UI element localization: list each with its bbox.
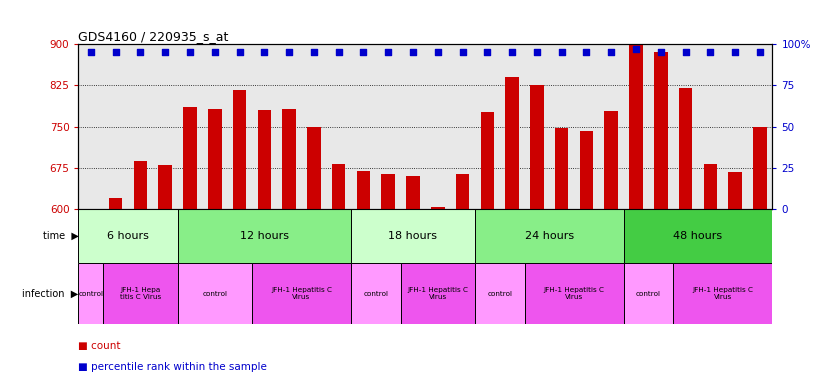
Bar [475,209,624,263]
Point [506,49,519,55]
Bar [729,172,742,209]
Bar [431,207,444,209]
Text: control: control [487,291,512,297]
Point [183,49,197,55]
Point [258,49,271,55]
Bar [351,209,475,263]
Text: 24 hours: 24 hours [525,231,574,241]
Bar [555,128,568,209]
Bar [673,263,772,324]
Bar [252,263,351,324]
Text: control: control [78,291,103,297]
Text: JFH-1 Hepatitis C
Virus: JFH-1 Hepatitis C Virus [692,287,753,300]
Bar [183,108,197,209]
Bar [401,263,475,324]
Point [605,49,618,55]
Bar [78,263,103,324]
Bar [178,209,351,263]
Point [84,49,97,55]
Point [431,49,444,55]
Bar [456,174,469,209]
Point [679,49,692,55]
Bar [307,127,320,209]
Point [357,49,370,55]
Bar [605,111,618,209]
Bar [525,263,624,324]
Text: 6 hours: 6 hours [107,231,149,241]
Text: 12 hours: 12 hours [240,231,289,241]
Point [109,49,122,55]
Point [456,49,469,55]
Bar [78,209,178,263]
Point [753,49,767,55]
Point [530,49,544,55]
Text: 48 hours: 48 hours [673,231,723,241]
Bar [580,131,593,209]
Point [729,49,742,55]
Text: control: control [636,291,661,297]
Bar [530,85,544,209]
Bar [475,263,525,324]
Point [208,49,221,55]
Text: control: control [363,291,388,297]
Point [332,49,345,55]
Bar [208,109,221,209]
Bar [351,263,401,324]
Bar [624,263,673,324]
Bar [233,90,246,209]
Point [233,49,246,55]
Point [282,49,296,55]
Point [580,49,593,55]
Text: ■ count: ■ count [78,341,121,351]
Bar [159,165,172,209]
Bar [753,127,767,209]
Point [555,49,568,55]
Bar [103,263,178,324]
Text: 18 hours: 18 hours [388,231,438,241]
Bar [629,45,643,209]
Text: GDS4160 / 220935_s_at: GDS4160 / 220935_s_at [78,30,229,43]
Text: time  ▶: time ▶ [43,231,78,241]
Bar [178,263,252,324]
Bar [704,164,717,209]
Bar [332,164,345,209]
Text: JFH-1 Hepa
titis C Virus: JFH-1 Hepa titis C Virus [120,287,161,300]
Text: JFH-1 Hepatitis C
Virus: JFH-1 Hepatitis C Virus [407,287,468,300]
Bar [357,171,370,209]
Point [629,46,643,52]
Point [382,49,395,55]
Bar [282,109,296,209]
Text: JFH-1 Hepatitis C
Virus: JFH-1 Hepatitis C Virus [271,287,332,300]
Point [704,49,717,55]
Bar [406,176,420,209]
Text: JFH-1 Hepatitis C
Virus: JFH-1 Hepatitis C Virus [544,287,605,300]
Point [159,49,172,55]
Bar [382,174,395,209]
Bar [654,52,667,209]
Bar [481,112,494,209]
Point [406,49,420,55]
Point [481,49,494,55]
Bar [506,77,519,209]
Point [654,49,667,55]
Bar [134,161,147,209]
Point [134,49,147,55]
Text: control: control [202,291,227,297]
Bar [624,209,772,263]
Bar [109,198,122,209]
Text: ■ percentile rank within the sample: ■ percentile rank within the sample [78,362,268,372]
Bar [258,110,271,209]
Point [307,49,320,55]
Text: infection  ▶: infection ▶ [22,289,78,299]
Bar [679,88,692,209]
